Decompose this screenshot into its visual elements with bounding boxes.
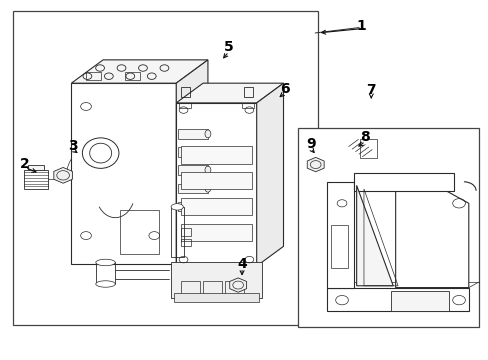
Text: 4: 4 [237, 257, 246, 271]
Bar [224, 282, 243, 297]
Bar [28, 165, 43, 170]
Bar [86, 72, 101, 80]
Ellipse shape [204, 202, 210, 210]
Bar [177, 184, 207, 193]
Bar [120, 211, 159, 253]
Bar [181, 282, 199, 297]
Bar [177, 166, 207, 175]
Bar [298, 128, 478, 327]
Bar [24, 170, 47, 189]
Polygon shape [176, 60, 207, 264]
Polygon shape [306, 157, 324, 172]
Bar [353, 173, 453, 191]
Bar [181, 172, 251, 189]
Polygon shape [327, 182, 353, 288]
Bar [330, 225, 347, 268]
Ellipse shape [96, 259, 115, 266]
Text: 9: 9 [305, 137, 315, 151]
Bar [177, 129, 207, 139]
Bar [244, 87, 253, 97]
Bar [176, 103, 256, 266]
Text: 6: 6 [279, 82, 289, 95]
Polygon shape [71, 60, 207, 83]
Text: 7: 7 [366, 84, 375, 97]
Bar [124, 72, 139, 80]
Ellipse shape [171, 204, 183, 210]
Bar [242, 103, 254, 108]
Bar [181, 87, 189, 97]
Polygon shape [229, 278, 246, 292]
Polygon shape [256, 83, 283, 266]
Ellipse shape [96, 281, 115, 287]
Bar [178, 103, 190, 108]
Ellipse shape [89, 143, 111, 163]
Polygon shape [395, 182, 468, 288]
Bar [181, 239, 190, 246]
Text: 1: 1 [356, 19, 366, 33]
Bar [171, 207, 183, 257]
Bar [177, 147, 207, 157]
Text: 2: 2 [20, 157, 30, 171]
Bar [13, 12, 317, 325]
Text: 3: 3 [68, 139, 78, 153]
Polygon shape [356, 185, 392, 286]
Bar [203, 282, 221, 297]
Bar [171, 262, 261, 298]
Bar [181, 198, 251, 215]
Bar [71, 83, 176, 264]
Ellipse shape [204, 130, 210, 138]
Bar [173, 293, 259, 302]
Bar [181, 146, 251, 163]
Ellipse shape [204, 166, 210, 174]
Text: 5: 5 [224, 40, 233, 54]
Bar [327, 288, 468, 311]
Polygon shape [54, 167, 72, 183]
Bar [181, 228, 190, 235]
Polygon shape [176, 83, 283, 103]
Bar [96, 262, 115, 284]
Bar [390, 291, 448, 311]
Bar [181, 224, 251, 241]
Text: 8: 8 [360, 130, 369, 144]
Bar [177, 202, 207, 211]
Ellipse shape [204, 148, 210, 156]
Ellipse shape [82, 138, 119, 168]
Ellipse shape [204, 184, 210, 192]
Bar [359, 139, 376, 158]
